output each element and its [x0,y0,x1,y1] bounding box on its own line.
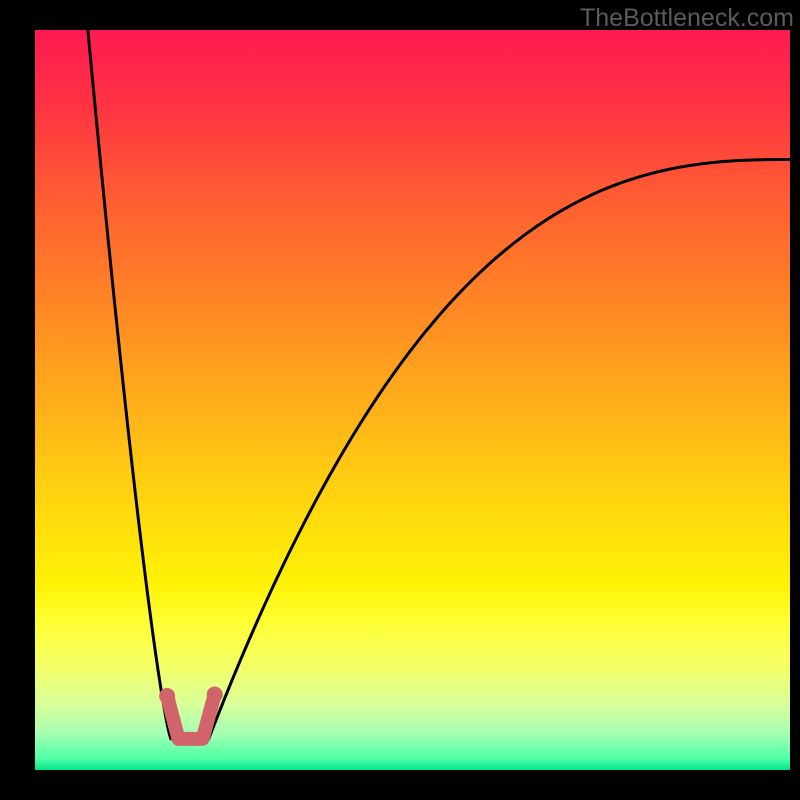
watermark-text: TheBottleneck.com [580,4,794,33]
chart-background [35,30,790,770]
chart-frame: TheBottleneck.com [0,0,800,800]
bottleneck-chart [35,30,790,770]
